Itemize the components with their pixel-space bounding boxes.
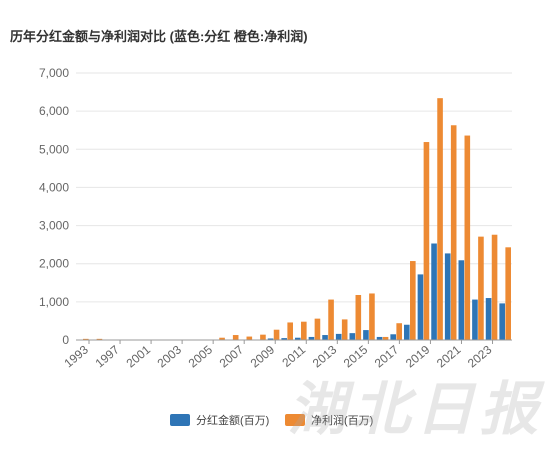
dividend-bar-2010 [308,336,315,340]
dividend-bar-2021 [458,260,465,340]
x-tick-label: 2015 [341,342,371,370]
x-tick-label: 2007 [217,342,247,370]
net-profit-bar-2006 [260,334,266,340]
dividend-bar-2019 [431,243,437,340]
y-tick-label: 2,000 [39,257,69,271]
net-profit-bar-2018 [423,142,430,340]
net-profit-bar-2009 [301,321,307,340]
net-profit-bar-2012 [341,319,348,340]
dividend-bar-2008 [281,338,287,340]
dividend-bar-2015 [376,336,383,340]
net-profit-bar-2017 [410,261,416,340]
x-tick-label: 2009 [248,342,278,370]
legend-label[interactable]: 净利润(百万) [311,413,373,427]
x-tick-label: 2021 [434,342,464,370]
x-axis: 1993 1997 2001 2003 2005 2007 2009 2011 2013 2015… [61,339,512,370]
net-profit-bar-2022 [478,236,484,340]
legend: 分红金额(百万) 净利润(百万) [170,413,373,427]
net-profit-bar-2015 [382,336,389,340]
dividend-bar-2023 [485,298,492,340]
net-profit-bar-1993 [83,338,89,340]
legend-swatch[interactable] [170,414,190,426]
x-tick-label: 2019 [403,342,433,370]
net-profit-bar-2014 [369,293,375,340]
x-tick-label: 2017 [372,342,402,370]
dividend-bar-2024 [499,303,505,340]
x-tick-label: 2023 [465,342,495,370]
x-tick-label: 2005 [186,342,216,370]
dividend-bar-2020 [444,253,451,340]
y-tick-label: 4,000 [39,180,69,194]
net-profit-bar-2020 [450,125,457,341]
y-tick-label: 1,000 [39,295,69,309]
x-tick-label: 2003 [155,342,185,370]
net-profit-bar-2013 [355,294,362,340]
x-tick-label: 2013 [310,342,340,370]
net-profit-bar-2024 [505,247,511,340]
net-profit-bar-2021 [464,135,471,340]
y-tick-label: 6,000 [39,104,69,118]
dividend-bar-2013 [349,333,356,340]
y-tick-label: 3,000 [39,219,69,233]
chart-title: 历年分红金额与净利润对比 (蓝色:分红 橙色:净利润) [10,29,308,44]
dividend-bar-2022 [472,299,478,340]
net-profit-bar-2010 [314,318,321,340]
dividend-bar-2018 [417,274,424,340]
legend-swatch[interactable] [285,414,305,426]
y-tick-label: 5,000 [39,142,69,156]
dividend-bar-2014 [363,330,369,340]
bar-series [77,98,511,341]
y-axis: 0 1,000 2,000 3,000 4,000 5,000 6,000 7,000 [39,66,69,347]
dividend-bar-2007 [267,338,274,340]
y-tick-label: 0 [62,333,69,347]
net-profit-bar-2005 [246,336,253,340]
y-tick-label: 7,000 [39,66,69,80]
x-tick-label: 1997 [93,342,123,370]
x-tick-label: 2011 [279,342,308,370]
dividend-bar-2017 [404,324,410,340]
net-profit-bar-2003 [219,337,225,340]
dividend-bar-2011 [322,335,328,340]
net-profit-bar-2016 [396,323,402,340]
dividend-bar-2012 [335,333,342,340]
net-profit-bar-2019 [437,98,443,340]
net-profit-bar-1994 [96,338,103,340]
x-tick-label: 2001 [124,342,154,370]
dividend-bar-2016 [390,334,396,340]
net-profit-bar-2023 [491,234,498,340]
net-profit-bar-2011 [328,299,334,340]
net-profit-bar-2004 [232,335,239,340]
legend-label[interactable]: 分红金额(百万) [196,413,269,427]
net-profit-bar-2008 [287,322,293,340]
dividend-bar-2009 [295,337,301,340]
net-profit-bar-2007 [273,329,280,340]
